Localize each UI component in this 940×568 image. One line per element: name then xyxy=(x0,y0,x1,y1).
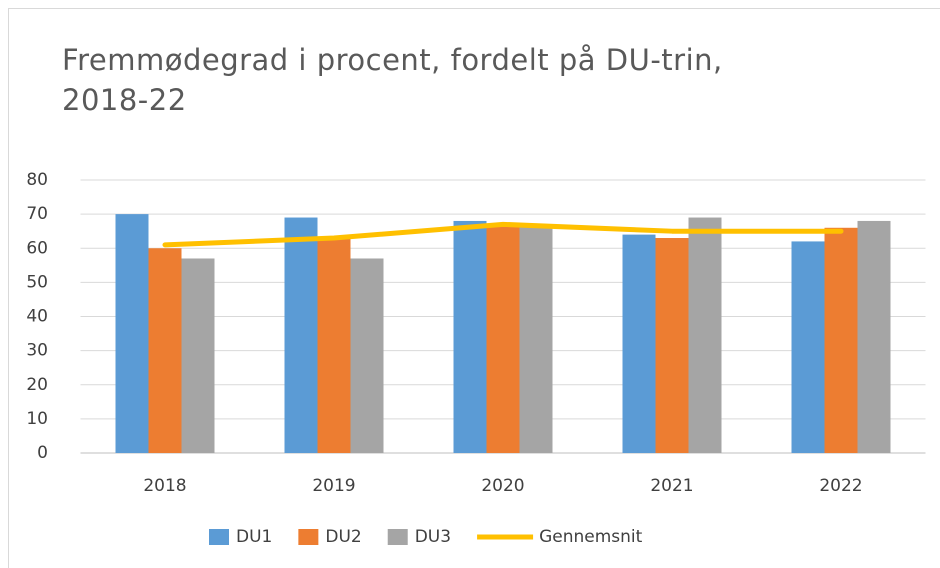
chart-border xyxy=(8,8,940,568)
y-tick-label: 60 xyxy=(26,238,48,258)
bar xyxy=(181,258,215,453)
legend-label: Gennemsnit xyxy=(539,527,643,547)
bar xyxy=(148,248,182,453)
legend-swatch xyxy=(209,529,229,545)
bar xyxy=(115,214,149,453)
y-tick-label: 40 xyxy=(26,307,48,327)
x-tick-label: 2019 xyxy=(312,476,355,496)
bar xyxy=(284,217,318,453)
line-series xyxy=(162,221,844,248)
x-tick-label: 2018 xyxy=(143,476,186,496)
x-tick-label: 2022 xyxy=(819,476,862,496)
y-tick-label: 50 xyxy=(26,272,48,292)
bar xyxy=(453,220,487,453)
legend-swatch xyxy=(298,529,319,545)
bar xyxy=(486,224,520,453)
legend-label: DU2 xyxy=(325,527,361,547)
bar xyxy=(688,217,722,453)
y-tick-label: 70 xyxy=(26,204,48,224)
legend-swatch xyxy=(387,529,408,545)
legend-label: DU1 xyxy=(236,527,272,547)
chart-title: Fremmødegrad i procent, fordelt på DU-tr… xyxy=(62,43,723,117)
legend-label: DU3 xyxy=(415,527,451,547)
x-tick-label: 2021 xyxy=(650,476,693,496)
x-tick-label: 2020 xyxy=(481,476,524,496)
y-tick-label: 20 xyxy=(26,375,48,395)
y-tick-label: 30 xyxy=(26,341,48,361)
y-tick-label: 0 xyxy=(37,443,48,463)
y-tick-label: 80 xyxy=(26,170,48,190)
bar xyxy=(857,220,891,453)
bar xyxy=(791,241,825,453)
bar xyxy=(622,234,656,453)
bar xyxy=(655,238,689,453)
bar xyxy=(317,238,351,453)
y-tick-label: 10 xyxy=(26,409,48,429)
bar xyxy=(824,227,858,453)
bar xyxy=(350,258,384,453)
bar xyxy=(519,224,553,453)
